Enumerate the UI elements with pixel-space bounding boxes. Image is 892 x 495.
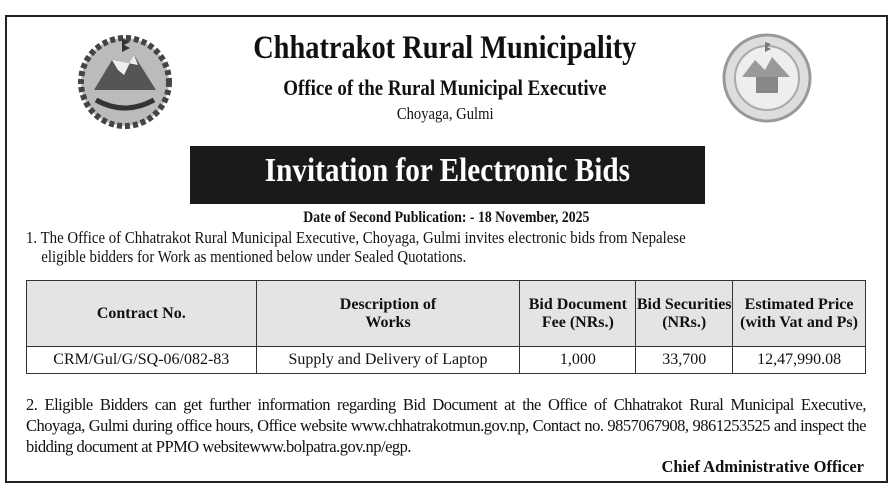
table-row: CRM/Gul/G/SQ-06/082-83 Supply and Delive… — [26, 346, 866, 374]
paragraph-1-line1: 1. The Office of Chhatrakot Rural Munici… — [26, 228, 686, 247]
publication-date-text: Date of Second Publication: - 18 Novembe… — [302, 209, 590, 226]
title-text: Chhatrakot Rural Municipality — [253, 30, 637, 66]
publication-date: Date of Second Publication: - 18 Novembe… — [0, 209, 892, 227]
banner-text: Invitation for Electronic Bids — [264, 152, 631, 189]
location-text: Choyaga, Gulmi — [396, 104, 494, 123]
cell-contract-no: CRM/Gul/G/SQ-06/082-83 — [26, 346, 257, 374]
municipality-seal-logo — [722, 33, 812, 123]
header-bid-fee: Bid Document Fee (NRs.) — [519, 280, 637, 347]
nepal-emblem-logo — [78, 35, 172, 129]
paragraph-1-line2: eligible bidders for Work as mentioned b… — [41, 247, 467, 266]
paragraph-1: 1. The Office of Chhatrakot Rural Munici… — [26, 228, 876, 266]
cell-bid-fee: 1,000 — [519, 346, 637, 374]
signature: Chief Administrative Officer — [661, 457, 864, 476]
header-estimated-price: Estimated Price (with Vat and Ps) — [732, 280, 866, 347]
header-description: Description of Works — [255, 280, 521, 347]
office-text: Office of the Rural Municipal Executive — [283, 75, 607, 100]
paragraph-2: 2. Eligible Bidders can get further info… — [26, 395, 867, 456]
notice-frame — [5, 15, 888, 483]
office-subtitle: Office of the Rural Municipal Executive — [150, 75, 740, 101]
notice-banner: Invitation for Electronic Bids — [190, 146, 705, 204]
municipality-title: Chhatrakot Rural Municipality — [150, 30, 740, 67]
cell-bid-securities: 33,700 — [635, 346, 734, 374]
header-contract-no: Contract No. — [26, 280, 257, 347]
location: Choyaga, Gulmi — [150, 104, 740, 124]
header-bid-securities: Bid Securities (NRs.) — [635, 280, 734, 347]
contract-table: Contract No. Description of Works Bid Do… — [26, 280, 866, 374]
cell-estimated-price: 12,47,990.08 — [732, 346, 866, 374]
cell-description: Supply and Delivery of Laptop — [255, 346, 521, 374]
table-header-row: Contract No. Description of Works Bid Do… — [26, 280, 866, 347]
